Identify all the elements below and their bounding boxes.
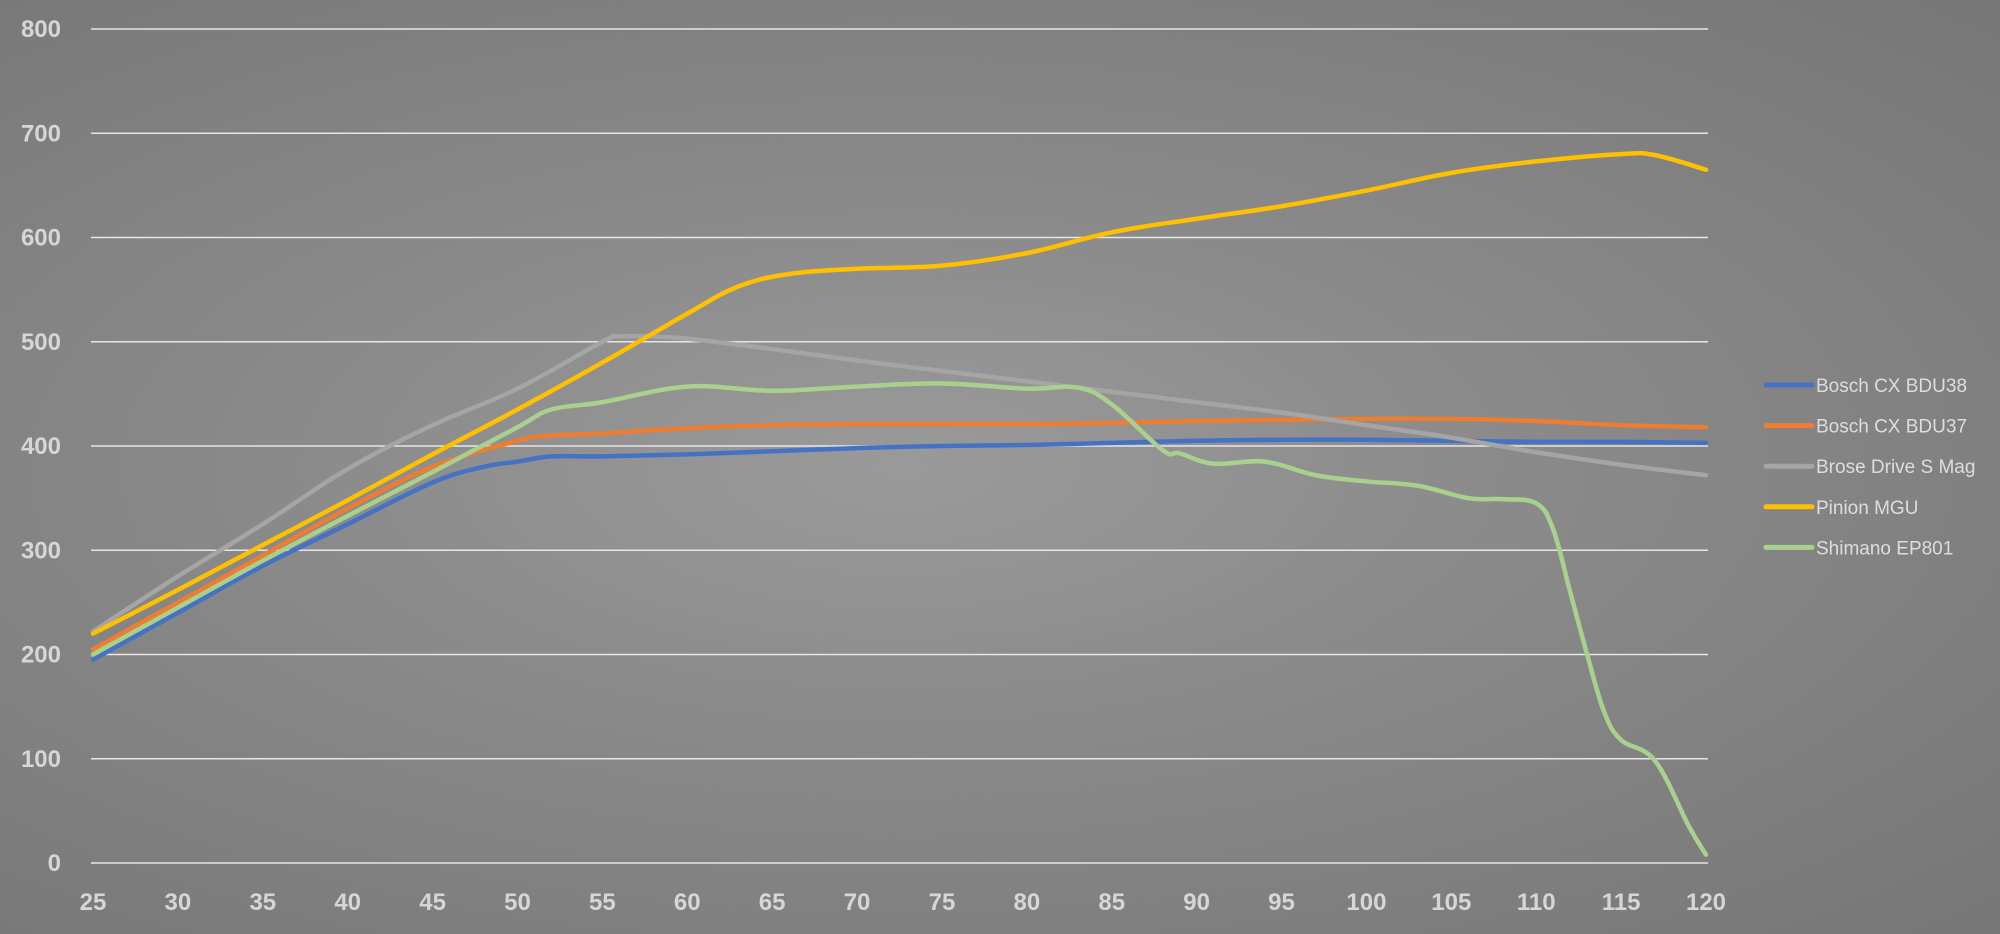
x-tick-label: 30 [165,889,192,916]
y-tick-label: 100 [21,746,61,773]
series-line-4 [90,150,1709,636]
x-tick-label: 50 [504,889,531,916]
x-tick-label: 95 [1268,889,1295,916]
x-tick-label: 100 [1346,889,1386,916]
legend-label: Bosch CX BDU37 [1816,417,1967,438]
x-tick-label: 45 [419,889,446,916]
x-tick-label: 65 [759,889,786,916]
x-tick-label: 35 [249,889,276,916]
legend-label: Shimano EP801 [1816,538,1953,559]
x-tick-label: 120 [1686,889,1726,916]
y-tick-label: 200 [21,642,61,669]
x-tick-label: 60 [674,889,701,916]
x-tick-label: 110 [1517,889,1556,916]
y-tick-label: 500 [21,329,61,356]
x-axis-tick-labels: 25 30 35 40 45 50 55 60 65 70 75 80 85 90 95 100 105 110 1… [80,889,1726,916]
y-tick-label: 400 [21,433,61,460]
legend: Bosch CX BDU38 Bosch CX BDU37 Brose Drive … [1763,376,1975,559]
x-tick-label: 55 [589,889,616,916]
series-line-2 [90,416,1709,652]
y-axis-tick-labels: 0 100 200 300 400 500 600 700 800 [21,16,61,877]
x-tick-label: 40 [334,889,361,916]
x-tick-label: 115 [1602,889,1641,916]
legend-label: Bosch CX BDU38 [1816,376,1967,397]
y-tick-label: 600 [21,225,61,252]
y-tick-label: 800 [21,16,61,43]
x-tick-label: 80 [1013,889,1040,916]
x-tick-label: 85 [1098,889,1125,916]
x-tick-label: 105 [1431,889,1471,916]
series-line-5 [90,381,1709,857]
x-tick-label: 90 [1183,889,1210,916]
series-line-3 [90,333,1709,634]
y-tick-label: 300 [21,537,61,564]
y-tick-label: 0 [48,850,61,877]
series-lines [90,150,1709,857]
legend-label: Brose Drive S Mag [1816,457,1975,478]
x-tick-label: 70 [844,889,871,916]
legend-label: Pinion MGU [1816,498,1918,519]
y-tick-label: 700 [21,120,61,147]
x-tick-label: 25 [80,889,107,916]
series-line-1 [90,437,1709,662]
x-tick-label: 75 [929,889,956,916]
